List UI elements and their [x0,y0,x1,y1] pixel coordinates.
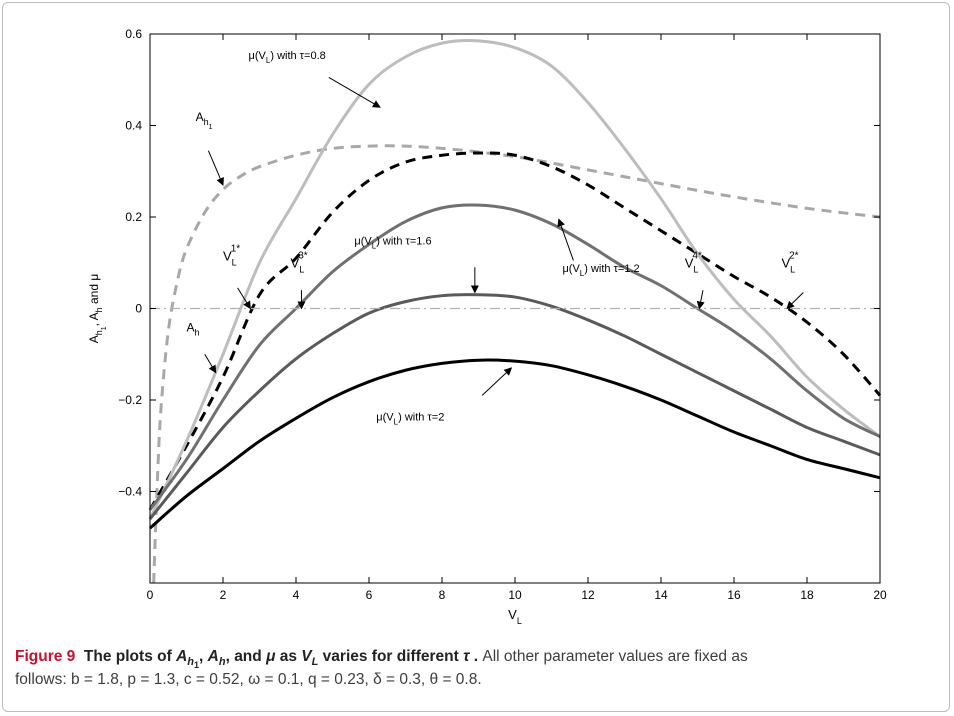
annotation-label-5: VL3* [291,250,308,274]
annotation-arrow-9 [481,367,513,396]
annotation-arrow-7 [786,292,804,310]
x-tick-label: 2 [220,588,227,602]
figure-description-1: All other parameter values are fixed as [482,648,748,665]
x-tick-label: 14 [654,588,668,602]
x-tick-label: 20 [873,588,887,602]
y-tick-label: 0.6 [125,27,142,41]
annotations: μ(VL) with τ=0.8 Ah1 μ(VL) with τ=1.6 μ(VL)… [187,50,804,427]
x-tick-label: 6 [366,588,373,602]
annotation-arrow-1 [207,150,224,186]
series-line-3 [148,203,881,511]
annotation-arrow-4 [237,287,251,310]
annotation-label-7: VL2* [781,250,798,274]
x-tick-label: 16 [727,588,741,602]
line-chart: μ(VL) with τ=0.8 Ah1 μ(VL) with τ=1.6 μ(VL)… [87,27,887,626]
annotation-label-2: μ(VL) with τ=1.6 [354,235,431,250]
series-lines [148,39,882,584]
annotation-arrow-3 [557,218,574,261]
x-axis-label: VL [508,607,522,626]
x-tick-label: 12 [581,588,595,602]
y-tick-label: 0.2 [125,210,142,224]
annotation-label-4: VL1* [223,243,240,267]
annotation-arrow-0 [328,77,381,108]
annotation-label-8: Ah [187,320,200,337]
x-tick-label: 4 [293,588,300,602]
annotation-arrow-6 [696,290,705,310]
annotation-label-1: Ah1 [196,110,213,131]
y-tick-label: 0 [135,302,142,316]
y-tick-label: 0.4 [125,119,142,133]
axes: 0 2 4 6 8 10 12 14 16 18 20 0.6 0.4 0.2 0 −0.2 −0.4 [118,27,887,602]
x-tick-label: 10 [508,588,522,602]
figure-caption-line1: Figure 9 The plots of Ah1, Ah, and μ as … [15,646,935,676]
figure-title: The plots of Ah1, Ah, and μ as VL varies… [83,648,479,671]
series-line-2 [148,39,881,520]
series-line-4 [148,293,881,520]
series-line-1 [148,151,882,511]
annotation-arrow-8 [204,353,217,374]
series-line-5 [149,358,881,530]
x-tick-label: 18 [800,588,814,602]
x-tick-label: 8 [439,588,446,602]
y-tick-label: −0.4 [118,485,142,499]
x-tick-label: 0 [147,588,154,602]
annotation-label-3: μ(VL) with τ=1.2 [562,263,639,278]
figure-caption-line2: follows: b = 1.8, p = 1.3, c = 0.52, ω =… [15,671,482,688]
annotation-label-0: μ(VL) with τ=0.8 [249,50,326,65]
annotation-label-6: VL4* [685,250,702,274]
y-axis-label: Ah1, Ah and μ [87,274,108,344]
figure-label: Figure 9 [15,648,76,665]
y-tick-label: −0.2 [118,393,142,407]
annotation-label-9: μ(VL) with τ=2 [376,412,444,427]
axis-labels: VL Ah1, Ah and μ [87,274,522,626]
